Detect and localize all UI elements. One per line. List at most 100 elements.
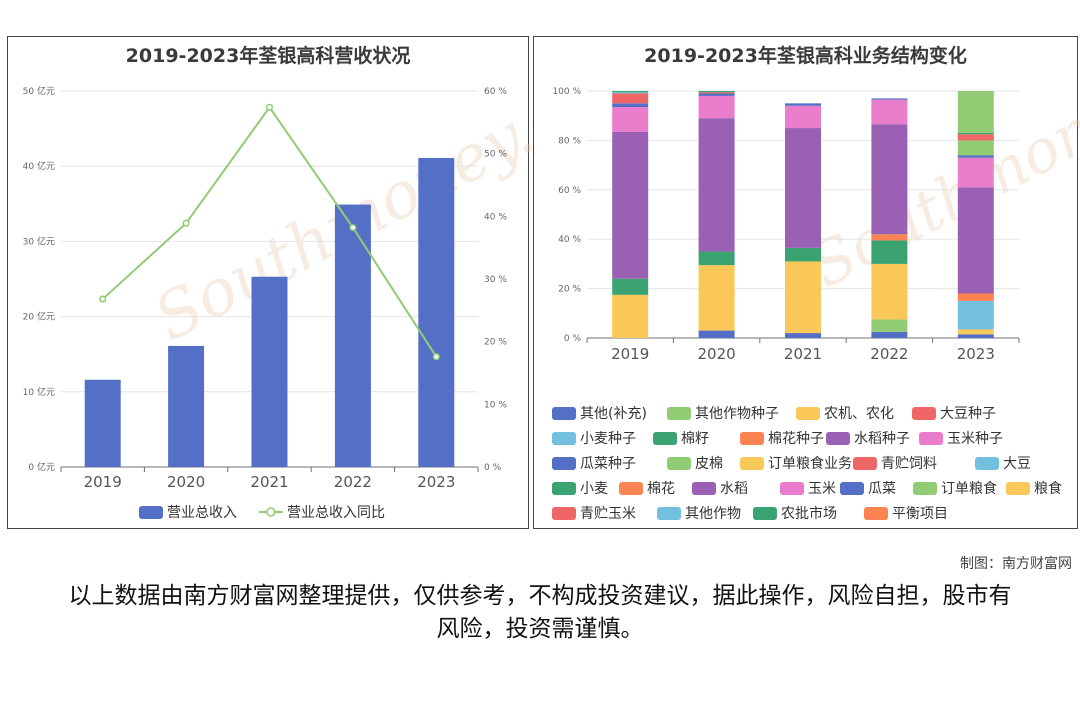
legend-swatch	[796, 407, 820, 420]
legend-label: 小麦种子	[580, 431, 636, 447]
y-right-tick-label: 10 %	[484, 400, 507, 410]
stacked-segment	[957, 132, 994, 135]
stacked-segment	[698, 251, 735, 266]
stacked-segment	[612, 131, 649, 279]
legend-swatch	[667, 407, 691, 420]
yoy-point	[265, 103, 274, 111]
x-tick-label: 2020	[167, 473, 205, 491]
revenue-chart-panel: Southmoney.com 2019-2023年荃银高科营收状况 0 亿元 10…	[7, 32, 665, 529]
yoy-point	[432, 353, 440, 361]
legend-label: 订单粮食业务	[768, 455, 852, 472]
stacked-segment	[785, 261, 821, 334]
structure-chart-panel: Southmoney 2019-2023年荃银高科业务结构变化 0 % 20 % 4…	[533, 36, 1080, 529]
x-tick-label: 2023	[417, 473, 455, 491]
legend-swatch	[826, 432, 850, 445]
yoy-point	[99, 295, 107, 303]
legend-label: 棉花种子	[768, 430, 824, 447]
stacked-segment	[871, 331, 908, 338]
revenue-bar	[334, 204, 371, 467]
structure-chart-svg: 0 % 20 % 40 % 60 % 80 % 100 % 2019 2020 2021 2022…	[552, 87, 1062, 522]
legend-label: 水稻种子	[854, 431, 910, 447]
legend-label: 大豆	[1003, 456, 1031, 472]
legend-label: 其他(补充)	[580, 406, 647, 422]
legend-swatch	[740, 432, 764, 445]
legend-swatch	[912, 407, 936, 420]
x-tick-label: 2022	[870, 345, 908, 363]
x-tick-label: 2023	[957, 345, 995, 363]
legend-swatch	[619, 482, 643, 495]
legend-label: 大豆种子	[940, 406, 996, 422]
disclaimer-text: 以上数据由南方财富网整理提供，仅供参考，不构成投资建议，据此操作，风险自担，股市…	[68, 583, 1012, 642]
legend-swatch	[667, 457, 691, 470]
legend-swatch	[780, 482, 804, 495]
legend-marker-yoy	[266, 507, 276, 517]
stacked-segment	[957, 293, 994, 301]
legend-label: 棉花	[647, 480, 675, 497]
stacked-segment	[957, 334, 994, 338]
x-tick-label: 2019	[611, 345, 649, 363]
legend-label: 棉籽	[681, 430, 709, 447]
legend-swatch	[552, 432, 576, 445]
legend-swatch	[864, 507, 888, 520]
legend-label: 皮棉	[695, 455, 723, 472]
legend-label: 其他作物种子	[695, 406, 779, 422]
legend-swatch	[853, 457, 877, 470]
stacked-segment	[957, 187, 994, 294]
legend-swatch	[657, 507, 681, 520]
x-tick-label: 2022	[334, 473, 372, 491]
revenue-bar	[251, 276, 288, 467]
legend-label: 平衡项目	[892, 506, 948, 522]
stacked-segment	[785, 333, 821, 338]
legend-label: 粮食	[1034, 480, 1062, 497]
legend-swatch	[840, 482, 864, 495]
stacked-segment	[785, 247, 821, 262]
y-right-tick-label: 30 %	[484, 275, 507, 285]
stacked-segment	[957, 157, 994, 188]
stacked-segment	[871, 319, 908, 332]
stacked-segment	[698, 118, 735, 252]
stacked-segment	[698, 95, 735, 119]
stacked-segment	[698, 92, 735, 94]
y-tick-label: 0 %	[564, 334, 582, 344]
y-right-tick-label: 0 %	[484, 463, 502, 473]
y-right-tick-label: 60 %	[484, 87, 507, 97]
legend-label: 小麦	[580, 481, 608, 497]
legend-label-yoy: 营业总收入同比	[287, 505, 385, 521]
y-left-tick-label: 10 亿元	[23, 386, 55, 398]
y-left-tick-label: 50 亿元	[23, 85, 55, 97]
y-tick-label: 40 %	[558, 235, 581, 245]
y-left-tick-label: 40 亿元	[23, 160, 55, 172]
stacked-segment	[612, 92, 649, 94]
stacked-segment	[957, 91, 994, 133]
legend-label: 其他作物	[685, 506, 741, 522]
stacked-segment	[698, 91, 735, 93]
x-tick-label: 2019	[84, 473, 122, 491]
stacked-segment	[612, 294, 649, 338]
y-right-tick-label: 50 %	[484, 150, 507, 160]
legend-swatch	[919, 432, 943, 445]
yoy-point	[349, 224, 357, 232]
stacked-segment	[871, 240, 908, 264]
legend-label: 瓜菜	[868, 481, 896, 497]
stacked-segment	[871, 99, 908, 125]
revenue-bar	[168, 345, 205, 467]
stacked-segment	[612, 93, 649, 104]
legend-swatch	[913, 482, 937, 495]
stacked-segment	[871, 263, 908, 320]
legend-swatch	[692, 482, 716, 495]
legend-label: 青贮玉米	[580, 506, 636, 522]
stacked-segment	[785, 103, 821, 106]
legend-label: 订单粮食	[941, 480, 997, 497]
x-tick-label: 2021	[250, 473, 288, 491]
y-tick-label: 100 %	[552, 87, 581, 97]
stacked-segment	[957, 134, 994, 141]
x-tick-label: 2020	[698, 345, 736, 363]
legend-label: 瓜菜种子	[580, 456, 636, 472]
legend-label-revenue: 营业总收入	[167, 505, 237, 521]
legend-swatch	[552, 457, 576, 470]
stacked-segment	[871, 124, 908, 235]
stacked-segment	[612, 91, 649, 93]
stacked-segment	[612, 107, 649, 132]
structure-chart-title: 2019-2023年荃银高科业务结构变化	[644, 45, 967, 67]
revenue-chart-svg: 0 亿元 10 亿元 20 亿元 30 亿元 40 亿元 50 亿元 0 % 10 % 20 %…	[23, 85, 508, 521]
